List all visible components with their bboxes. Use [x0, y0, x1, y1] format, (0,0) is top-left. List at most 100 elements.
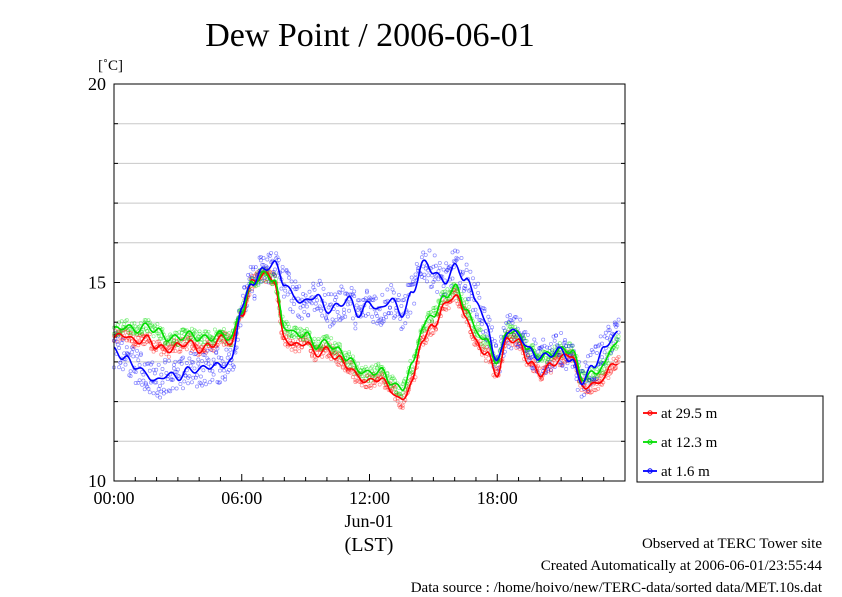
observation-point [178, 359, 183, 364]
observation-point [588, 382, 593, 387]
observation-point [315, 298, 320, 303]
observation-point [124, 351, 129, 356]
observation-point [548, 368, 553, 373]
observation-point [474, 314, 479, 319]
observation-point [446, 266, 451, 271]
observation-point [583, 383, 588, 388]
observation-point [432, 253, 437, 258]
observation-point [151, 391, 156, 396]
observation-point [432, 277, 437, 282]
observation-point [150, 323, 155, 328]
observation-point [492, 339, 497, 343]
observation-point [557, 341, 562, 346]
observation-point [339, 361, 344, 366]
observation-point [339, 316, 344, 321]
observation-point [363, 384, 368, 389]
observation-point [142, 334, 147, 339]
observation-point [560, 363, 565, 368]
observation-point [258, 254, 263, 259]
observation-point [541, 349, 546, 354]
observation-point [290, 333, 295, 338]
observation-point [230, 363, 235, 368]
observation-point [287, 271, 291, 276]
observation-point [288, 338, 293, 343]
observation-point [293, 325, 298, 330]
observation-point [616, 338, 621, 342]
observation-point [241, 293, 245, 298]
observation-point [187, 336, 192, 340]
observation-point [582, 371, 587, 376]
observation-point [431, 306, 436, 311]
observation-point [431, 330, 436, 335]
observation-point [587, 377, 592, 382]
observation-point [550, 348, 555, 353]
observation-point [450, 292, 455, 297]
observation-point [320, 313, 325, 318]
observation-point [183, 329, 188, 334]
observation-point [490, 325, 495, 330]
observation-point [152, 380, 157, 385]
observation-point [506, 344, 511, 349]
observation-point [598, 360, 603, 365]
observation-point [127, 373, 132, 378]
observation-point [138, 352, 143, 357]
observation-point [331, 320, 336, 325]
observation-point [529, 355, 534, 359]
observation-point [541, 365, 546, 370]
observation-point [179, 356, 184, 361]
observation-point [165, 346, 170, 351]
observation-point [132, 342, 137, 347]
observation-point [146, 386, 151, 391]
observation-point [603, 363, 608, 368]
observation-point [327, 302, 332, 307]
observation-point [382, 385, 387, 390]
observation-point [606, 324, 611, 329]
observation-point [349, 360, 354, 365]
observation-point [189, 380, 194, 385]
observation-point [607, 371, 612, 376]
observation-point [363, 364, 368, 369]
observation-point [138, 340, 143, 345]
observation-point [138, 320, 143, 325]
observation-point [587, 378, 592, 383]
observation-point [358, 368, 363, 373]
observation-point [274, 251, 279, 256]
observation-point [193, 337, 198, 342]
observation-point [120, 367, 125, 372]
observation-point [525, 353, 530, 358]
observation-point [146, 318, 151, 323]
observation-point [431, 264, 436, 269]
observation-point [427, 248, 432, 253]
observation-point [561, 341, 566, 346]
observation-point [412, 301, 417, 306]
observation-point [274, 276, 279, 281]
observation-point [326, 338, 331, 342]
observation-point [129, 324, 134, 329]
observation-point [141, 327, 146, 332]
observation-point [508, 334, 512, 339]
observation-point [129, 339, 134, 344]
observation-point [322, 346, 327, 350]
observation-point [476, 322, 481, 327]
observation-point [506, 327, 511, 332]
observation-point [569, 345, 574, 350]
observation-point [262, 276, 267, 281]
observation-point [165, 341, 170, 346]
observation-point [261, 278, 266, 283]
observation-point [361, 368, 366, 373]
observation-point [601, 358, 606, 363]
observation-point [428, 332, 433, 337]
observation-point [227, 331, 231, 336]
observation-point [506, 319, 511, 324]
legend: at 29.5 m at 12.3 m at 1.6 m [636, 395, 824, 483]
observation-point [376, 319, 381, 324]
observation-point [308, 349, 313, 353]
observation-point [612, 366, 617, 371]
observation-point [340, 364, 345, 369]
observation-point [579, 394, 584, 399]
observation-point [433, 263, 438, 268]
observation-point [159, 352, 164, 357]
observation-point [382, 299, 387, 304]
observation-point [375, 366, 380, 371]
observation-point [548, 367, 553, 372]
